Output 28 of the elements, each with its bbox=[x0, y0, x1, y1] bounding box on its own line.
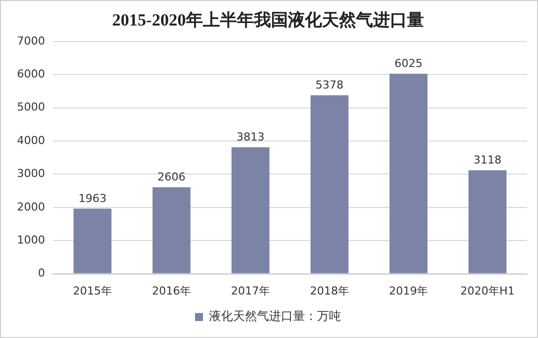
bar bbox=[468, 170, 506, 274]
bar bbox=[74, 208, 112, 274]
x-tick-label: 2016年 bbox=[152, 284, 191, 298]
x-tick-label: 2019年 bbox=[389, 284, 428, 298]
y-tick-label: 4000 bbox=[16, 134, 45, 147]
y-tick-label: 6000 bbox=[16, 67, 45, 80]
y-tick-label: 2000 bbox=[16, 200, 45, 214]
chart-title: 2015-2020年上半年我国液化天然气进口量 bbox=[112, 10, 424, 30]
y-tick-label: 1000 bbox=[16, 233, 45, 246]
data-label: 6025 bbox=[394, 57, 422, 70]
bar bbox=[390, 74, 428, 274]
x-tick-label: 2015年 bbox=[72, 284, 112, 298]
data-label: 1963 bbox=[78, 192, 106, 205]
bar bbox=[310, 95, 348, 274]
y-tick-label: 5000 bbox=[16, 100, 45, 114]
bar bbox=[232, 147, 270, 274]
x-tick-label: 2017年 bbox=[230, 284, 270, 298]
bar bbox=[152, 187, 190, 274]
y-tick-label: 0 bbox=[38, 266, 45, 280]
data-label: 3813 bbox=[236, 130, 264, 144]
y-tick-label: 7000 bbox=[16, 34, 45, 48]
data-label: 3118 bbox=[474, 154, 502, 167]
data-label: 5378 bbox=[316, 78, 344, 92]
x-tick-label: 2018年 bbox=[310, 284, 349, 298]
data-label: 2606 bbox=[157, 170, 186, 184]
x-tick-label: 2020年H1 bbox=[460, 284, 515, 298]
legend-label: 液化天然气进口量：万吨 bbox=[209, 309, 341, 324]
y-tick-label: 3000 bbox=[16, 167, 45, 180]
